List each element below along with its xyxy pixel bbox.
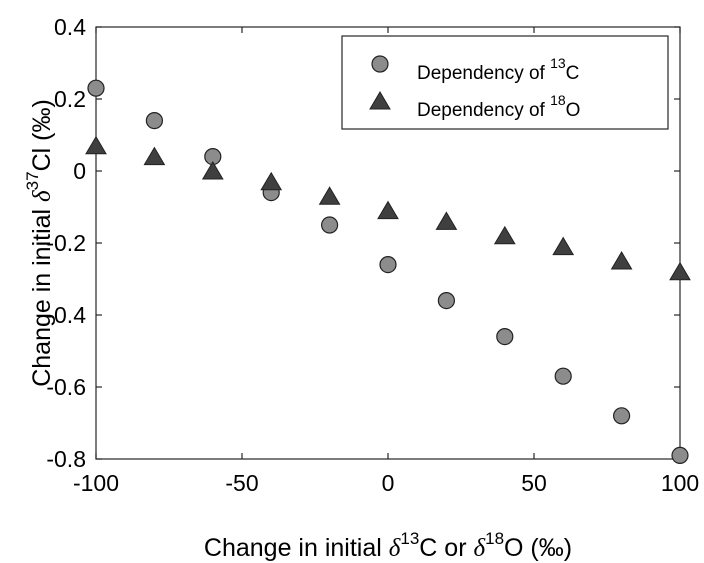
data-point-13c — [555, 368, 571, 384]
x-tick-label: 0 — [382, 470, 395, 496]
data-point-13c — [146, 113, 162, 129]
x-tick-label: -100 — [73, 470, 119, 496]
y-tick-label: 0.4 — [54, 14, 86, 40]
x-tick-label: 50 — [521, 470, 547, 496]
legend-marker-circle — [372, 56, 388, 72]
data-point-13c — [614, 408, 630, 424]
legend: Dependency of 13C Dependency of 18O — [342, 36, 668, 129]
x-tick-label: 100 — [661, 470, 699, 496]
x-axis-label: Change in initial δ13C or δ18O (‰) — [204, 529, 572, 562]
data-point-13c — [88, 80, 104, 96]
data-point-13c — [322, 217, 338, 233]
y-tick-label: 0.2 — [54, 86, 86, 112]
y-axis-label: Change in initial δ37Cl (‰) — [23, 99, 56, 387]
y-tick-label: 0 — [73, 158, 86, 184]
y-tick-label: -0.8 — [46, 446, 86, 472]
data-point-13c — [672, 447, 688, 463]
data-point-13c — [497, 329, 513, 345]
data-point-13c — [438, 293, 454, 309]
data-point-13c — [380, 257, 396, 273]
x-tick-label: -50 — [225, 470, 258, 496]
